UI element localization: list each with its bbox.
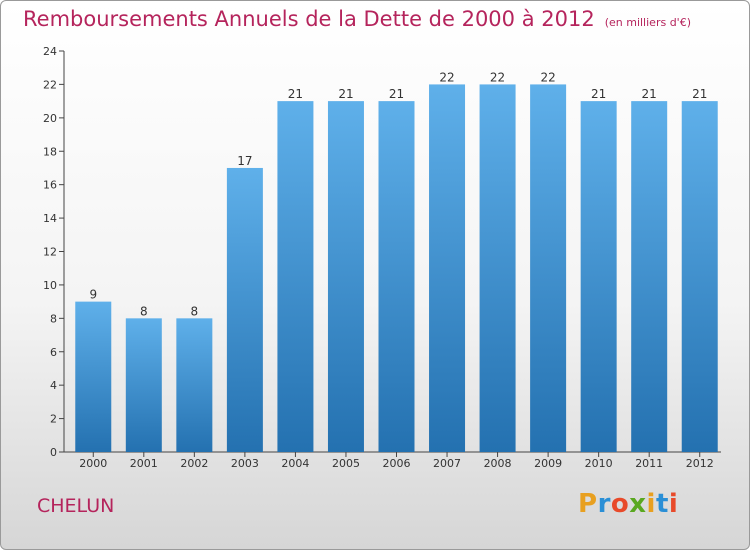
x-tick-label: 2007 [433, 457, 461, 470]
proxiti-logo: Proxiti [578, 489, 678, 519]
bar-layer: 9 8 8 17 21 21 21 22 22 22 21 21 21 [75, 70, 718, 453]
x-tick-label: 2003 [231, 457, 259, 470]
bar [429, 84, 466, 453]
x-tick-label: 2002 [180, 457, 208, 470]
logo-letter: i [646, 489, 656, 519]
x-tick-label: 2009 [534, 457, 562, 470]
bar [75, 301, 112, 452]
logo-letter: i [668, 489, 679, 519]
data-label: 21 [338, 87, 353, 101]
data-label: 21 [389, 87, 404, 101]
data-label: 22 [540, 70, 555, 84]
y-tick-label: 22 [43, 78, 57, 91]
title-row: Remboursements Annuels de la Dette de 20… [23, 7, 691, 31]
x-tick-label: 2006 [383, 457, 411, 470]
y-tick-label: 8 [50, 312, 57, 325]
commune-name: CHELUN [37, 495, 115, 517]
x-tick-label: 2001 [130, 457, 158, 470]
bar [125, 318, 162, 452]
data-label: 21 [288, 87, 303, 101]
logo-letter: x [629, 489, 647, 519]
data-label: 22 [490, 70, 505, 84]
y-tick-label: 12 [43, 246, 57, 259]
logo-letter: P [578, 489, 598, 519]
data-label: 21 [692, 87, 707, 101]
x-tick-label: 2012 [686, 457, 714, 470]
bar [176, 318, 213, 452]
data-label: 22 [439, 70, 454, 84]
bar [479, 84, 516, 453]
y-tick-label: 2 [50, 413, 57, 426]
x-tick-label: 2004 [281, 457, 309, 470]
y-tick-label: 4 [50, 379, 57, 392]
data-label: 21 [642, 87, 657, 101]
y-tick-label: 0 [50, 446, 57, 459]
bar [580, 101, 617, 452]
bar [378, 101, 415, 452]
y-tick-label: 18 [43, 145, 57, 158]
x-tick-label: 2011 [635, 457, 663, 470]
y-tick-label: 14 [43, 212, 57, 225]
y-tick-label: 16 [43, 179, 57, 192]
logo-letter: r [597, 489, 611, 519]
y-tick-label: 10 [43, 279, 57, 292]
bar [530, 84, 567, 453]
bar [277, 101, 314, 452]
bar [631, 101, 668, 452]
bar [327, 101, 364, 452]
chart-title: Remboursements Annuels de la Dette de 20… [23, 7, 595, 31]
data-label: 21 [591, 87, 606, 101]
data-label: 8 [191, 304, 199, 318]
x-tick-label: 2008 [484, 457, 512, 470]
y-tick-label: 6 [50, 346, 57, 359]
x-tick-label: 2000 [79, 457, 107, 470]
y-tick-label: 24 [43, 45, 57, 58]
data-label: 9 [89, 288, 97, 302]
data-label: 8 [140, 304, 148, 318]
bar [681, 101, 718, 452]
bar [226, 167, 263, 453]
x-tick-label: 2010 [585, 457, 613, 470]
logo-letter: t [655, 489, 669, 519]
logo-letter: o [610, 489, 630, 519]
y-tick-label: 20 [43, 112, 57, 125]
chart-subtitle: (en milliers d'€) [604, 16, 691, 29]
x-tick-label: 2005 [332, 457, 360, 470]
data-label: 17 [237, 154, 252, 168]
